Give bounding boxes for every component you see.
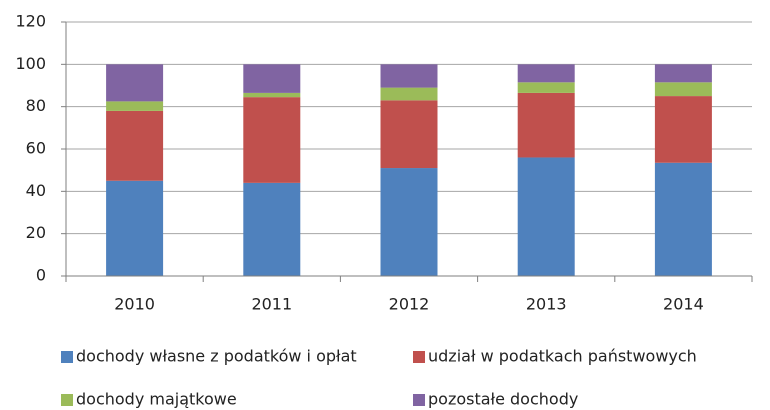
bar-segment	[243, 92, 301, 98]
legend-label: pozostałe dochody	[428, 390, 578, 409]
y-tick-label: 20	[26, 223, 46, 242]
x-tick-label: 2012	[389, 295, 430, 314]
legend-label: dochody własne z podatków i opłat	[76, 347, 357, 366]
y-tick-label: 120	[15, 12, 46, 31]
x-tick-label: 2014	[663, 295, 704, 314]
y-tick-label: 40	[26, 181, 46, 200]
bar-segment	[517, 92, 575, 158]
bar-segment	[654, 162, 712, 276]
bar-segment	[243, 182, 301, 276]
legend-swatch	[413, 394, 425, 406]
bar-segment	[106, 64, 164, 102]
bar-segment	[380, 168, 438, 276]
x-tick-label: 2010	[114, 295, 155, 314]
bar-segment	[106, 180, 164, 276]
y-tick-label: 0	[36, 266, 46, 285]
bar-segment	[106, 110, 164, 181]
legend-swatch	[61, 394, 73, 406]
bar-segment	[380, 100, 438, 169]
bar-segment	[380, 87, 438, 101]
bar-segment	[654, 64, 712, 83]
y-tick-label: 80	[26, 96, 46, 115]
bar-segment	[243, 97, 301, 183]
legend-swatch	[61, 351, 73, 363]
bar-segment	[517, 64, 575, 83]
legend-swatch	[413, 351, 425, 363]
legend-label: udział w podatkach państwowych	[428, 347, 697, 366]
x-tick-label: 2013	[526, 295, 567, 314]
legend-label: dochody majątkowe	[76, 390, 237, 409]
y-tick-label: 100	[15, 54, 46, 73]
y-tick-label: 60	[26, 139, 46, 158]
bar-segment	[243, 64, 301, 93]
bar-segment	[106, 101, 164, 111]
bar-segment	[654, 96, 712, 163]
bar-segment	[380, 64, 438, 88]
x-tick-label: 2011	[251, 295, 292, 314]
bar-segment	[517, 157, 575, 276]
bar-segment	[517, 82, 575, 93]
bar-segment	[654, 82, 712, 97]
